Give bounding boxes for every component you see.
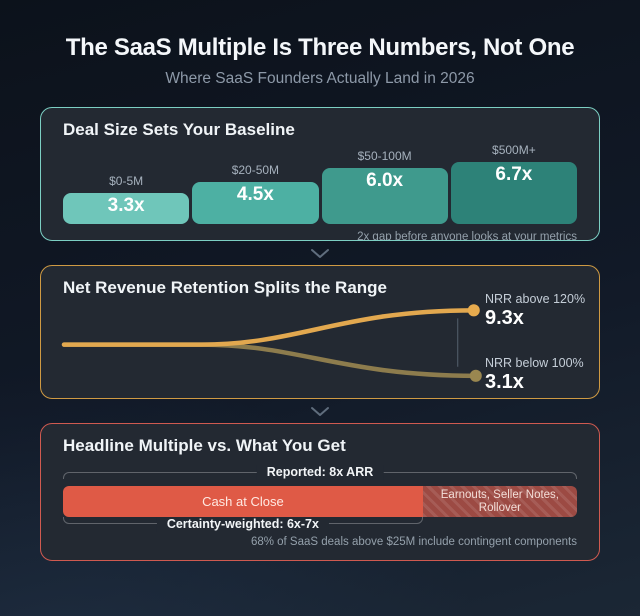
nrr-high-label-group: NRR above 120% 9.3x	[485, 292, 585, 330]
bar-category-label: $500M+	[492, 143, 536, 157]
deal-size-heading: Deal Size Sets Your Baseline	[63, 120, 295, 139]
deal-size-note: 2x gap before anyone looks at your metri…	[357, 231, 577, 241]
bar-value: 6.0x	[366, 170, 404, 191]
weighted-label: Certainty-weighted: 6x-7x	[156, 517, 329, 532]
bar-value: 4.5x	[236, 184, 274, 205]
bar-20-50m: 4.5x	[192, 182, 319, 224]
headline-note: 68% of SaaS deals above $25M include con…	[250, 536, 577, 548]
bar-category-label: $20-50M	[231, 163, 280, 177]
nrr-low-label-group: NRR below 100% 3.1x	[485, 356, 584, 394]
bar-column: $20-50M 4.5x	[192, 163, 319, 224]
bar-category-label: $50-100M	[357, 149, 412, 163]
deal-size-bar-chart: $0-5M 3.3x $20-50M 4.5x $50-100M 6.0x $5…	[63, 140, 577, 224]
bar-column: $50-100M 6.0x	[321, 149, 448, 224]
divider-row	[0, 241, 640, 265]
deal-size-panel: Deal Size Sets Your Baseline $0-5M 3.3x …	[40, 107, 600, 241]
nrr-low-endpoint-dot	[469, 369, 482, 382]
weighted-bracket: Certainty-weighted: 6x-7x	[63, 517, 423, 532]
page-header: The SaaS Multiple Is Three Numbers, Not …	[0, 0, 640, 88]
contingent-segment-label: Earnouts, Seller Notes, Rollover	[440, 488, 560, 514]
nrr-high-value: 9.3x	[485, 307, 524, 329]
chevron-down-icon	[311, 406, 329, 416]
nrr-heading: Net Revenue Retention Splits the Range	[63, 278, 387, 297]
bar-0-5m: 3.3x	[63, 193, 190, 224]
bar-value: 3.3x	[107, 195, 145, 216]
deal-composition-bar: Cash at Close Earnouts, Seller Notes, Ro…	[63, 486, 577, 517]
divider-row	[0, 399, 640, 423]
nrr-curve-low	[61, 342, 479, 379]
bar-500m-plus: 6.7x	[450, 162, 577, 224]
reported-label: Reported: 8x ARR	[256, 465, 384, 480]
bar-column: $0-5M 3.3x	[63, 174, 190, 224]
bar-50-100m: 6.0x	[321, 168, 448, 224]
page-title: The SaaS Multiple Is Three Numbers, Not …	[65, 34, 575, 61]
nrr-high-label: NRR above 120%	[485, 292, 586, 306]
contingent-segment: Earnouts, Seller Notes, Rollover	[422, 486, 577, 517]
headline-heading: Headline Multiple vs. What You Get	[63, 436, 346, 455]
headline-panel: Headline Multiple vs. What You Get Repor…	[40, 423, 600, 561]
bar-category-label: $0-5M	[109, 174, 144, 188]
reported-bracket: Reported: 8x ARR	[63, 465, 577, 480]
nrr-low-label: NRR below 100%	[485, 356, 584, 370]
cash-segment-label: Cash at Close	[202, 494, 284, 509]
nrr-panel: Net Revenue Retention Splits the Range N…	[40, 265, 600, 399]
bar-column: $500M+ 6.7x	[450, 143, 577, 224]
nrr-high-endpoint-dot	[467, 304, 480, 317]
cash-segment: Cash at Close	[63, 486, 423, 517]
nrr-curve-high	[61, 308, 477, 347]
chevron-down-icon	[311, 248, 329, 258]
nrr-low-value: 3.1x	[485, 371, 524, 393]
page-subtitle: Where SaaS Founders Actually Land in 202…	[165, 70, 475, 87]
nrr-divergence-chart	[61, 304, 482, 382]
bar-value: 6.7x	[495, 164, 533, 185]
